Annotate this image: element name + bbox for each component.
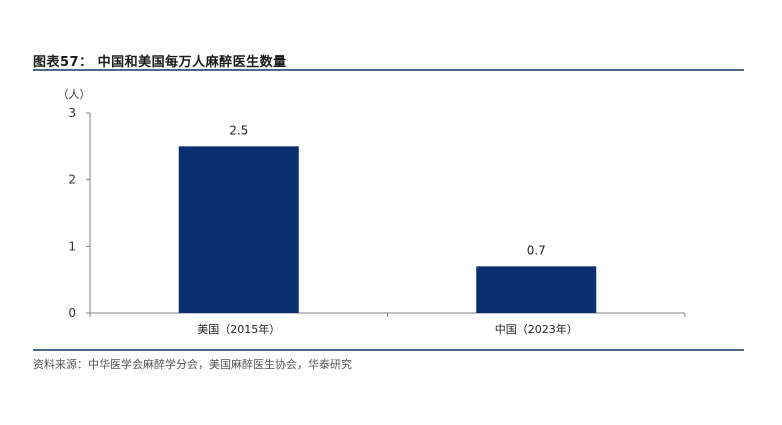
data-label: 2.5 <box>229 123 248 137</box>
source-divider <box>33 349 744 351</box>
source-note: 资料来源：中华医学会麻醉学分会，美国麻醉医生协会，华泰研究 <box>33 358 352 371</box>
data-label: 0.7 <box>527 243 546 257</box>
bar-chart: （人） 0 1 2 3 2.5 美国（2015年） 0.7 中国（2023年） <box>58 88 686 336</box>
y-tick-label: 3 <box>68 106 76 120</box>
y-tick-label: 1 <box>68 239 76 253</box>
bar <box>178 146 299 313</box>
title-divider <box>33 69 744 71</box>
y-tick-label: 0 <box>68 306 76 320</box>
chart-title: 图表57： 中国和美国每万人麻醉医生数量 <box>33 55 287 70</box>
y-tick-label: 2 <box>68 173 76 187</box>
x-tick-label: 中国（2023年） <box>495 322 578 336</box>
x-tick-label: 美国（2015年） <box>197 322 280 336</box>
y-axis-unit-label: （人） <box>58 88 91 101</box>
bar <box>476 266 597 313</box>
